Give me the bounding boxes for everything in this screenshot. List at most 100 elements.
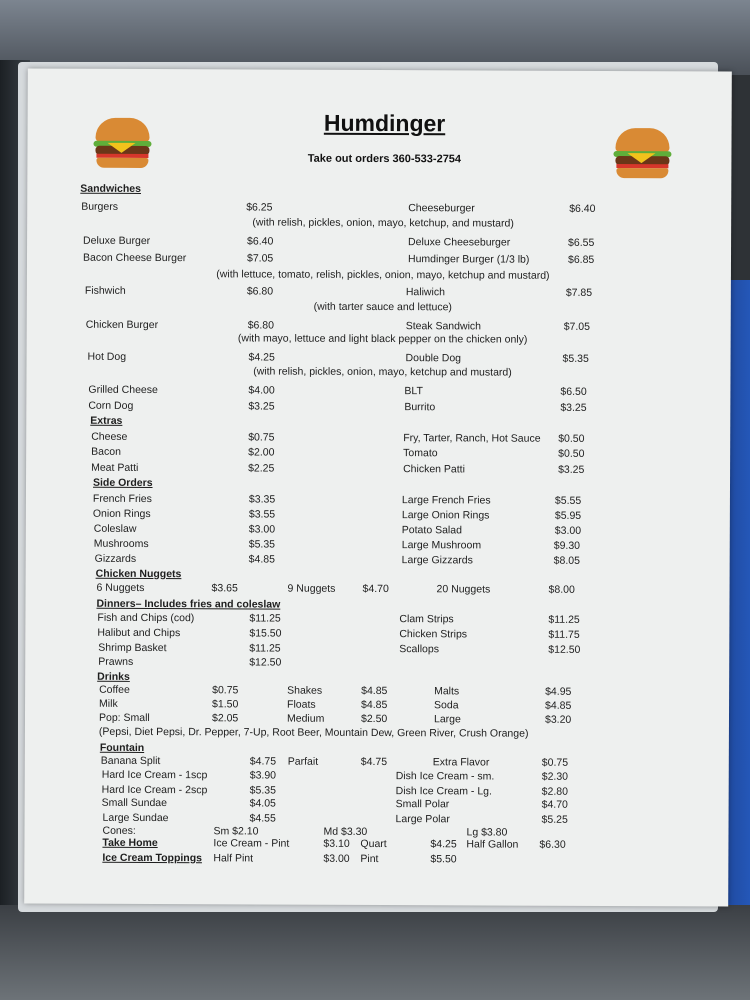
- item-name: Cheese: [91, 430, 128, 443]
- item-price: $6.55: [568, 236, 595, 249]
- item-price: $3.25: [560, 401, 587, 414]
- item-name: Burrito: [404, 401, 436, 414]
- item-price: $4.85: [545, 699, 572, 712]
- item-price: $2.30: [541, 770, 569, 783]
- item-name: Deluxe Cheeseburger: [408, 236, 511, 249]
- item-name: Chicken Strips: [399, 628, 468, 641]
- item-price: $2.00: [248, 446, 275, 459]
- item-name: Medium: [286, 712, 325, 725]
- item-price: $6.40: [569, 202, 596, 215]
- item-name: Ice Cream - Pint: [213, 837, 290, 850]
- item-name: Sm $2.10: [213, 825, 259, 838]
- item-price: $7.85: [565, 286, 593, 299]
- item-name: Grilled Cheese: [88, 383, 158, 397]
- item-price: $0.50: [558, 447, 585, 460]
- item-price: $4.85: [361, 698, 388, 712]
- item-name: Lg $3.80: [466, 826, 508, 839]
- item-name: Deluxe Burger: [83, 234, 151, 248]
- item-price: $3.00: [554, 524, 582, 537]
- item-name: Mushrooms: [93, 537, 149, 550]
- item-price: $3.25: [248, 400, 275, 413]
- item-name: Hard Ice Cream - 1scp: [101, 768, 208, 782]
- item-price: $4.25: [430, 838, 457, 851]
- item-note: (with relish, pickles, onion, mayo, ketc…: [252, 216, 514, 230]
- item-name: Large Sundae: [102, 811, 169, 825]
- item-price: $12.50: [548, 643, 581, 656]
- item-name: Hot Dog: [87, 350, 127, 363]
- item-name: Burgers: [81, 200, 119, 213]
- phone-number: Take out orders 360-533-2754: [307, 152, 462, 166]
- item-price: $3.65: [211, 582, 238, 595]
- item-name: Dish Ice Cream - Lg.: [395, 785, 492, 798]
- item-name: Extra Flavor: [432, 756, 490, 769]
- item-name: Shrimp Basket: [98, 641, 167, 655]
- item-price: $5.35: [249, 784, 276, 797]
- item-name: Cones:: [102, 824, 136, 837]
- item-price: $3.90: [249, 769, 277, 782]
- section-heading: Sandwiches: [80, 182, 142, 195]
- item-name: Chicken Patti: [403, 463, 465, 476]
- item-price: $4.25: [248, 351, 275, 364]
- item-name: Milk: [99, 697, 118, 710]
- item-price: $4.85: [248, 553, 275, 566]
- item-name: Steak Sandwich: [405, 320, 482, 333]
- item-price: $11.25: [249, 612, 281, 625]
- item-name: Cheeseburger: [408, 202, 475, 215]
- item-price: $4.70: [362, 582, 389, 596]
- burger-icon: [613, 124, 672, 182]
- item-price: $2.80: [541, 785, 568, 798]
- item-note: (with tarter sauce and lettuce): [313, 300, 452, 314]
- item-price: $5.50: [430, 853, 457, 866]
- item-price: $2.50: [360, 712, 388, 726]
- item-price: $9.30: [553, 539, 581, 552]
- item-price: $5.25: [541, 813, 568, 826]
- item-price: $2.05: [211, 712, 239, 725]
- item-price: $3.35: [248, 493, 276, 506]
- section-heading: Dinners– Includes fries and coleslaw: [96, 597, 281, 611]
- item-name: Parfait: [287, 755, 319, 768]
- item-note: (Pepsi, Diet Pepsi, Dr. Pepper, 7-Up, Ro…: [98, 725, 529, 740]
- item-price: $11.25: [548, 613, 580, 626]
- item-price: $3.00: [323, 852, 350, 865]
- item-name: Large Onion Rings: [401, 509, 490, 522]
- item-price: $3.25: [558, 463, 585, 476]
- item-name: Chicken Burger: [85, 318, 159, 332]
- section-heading: Chicken Nuggets: [95, 567, 182, 581]
- item-name: Pop: Small: [98, 711, 150, 725]
- item-price: $3.00: [248, 523, 276, 536]
- item-name: French Fries: [92, 492, 152, 506]
- item-price: $0.75: [248, 431, 275, 444]
- item-name: Meat Patti: [91, 461, 139, 474]
- menu-title: Humdinger: [323, 109, 446, 137]
- burger-icon: [93, 114, 152, 172]
- item-price: $6.80: [246, 285, 274, 298]
- item-price: $0.75: [541, 756, 569, 769]
- item-name: Large Polar: [395, 813, 450, 826]
- item-price: $0.50: [558, 432, 585, 445]
- item-name: Large: [433, 713, 461, 726]
- item-price: $5.95: [554, 509, 582, 522]
- item-note: (with mayo, lettuce and light black pepp…: [237, 332, 528, 346]
- window-frame-bottom: [0, 905, 750, 1000]
- item-name: Haliwich: [405, 286, 445, 299]
- item-name: Pint: [360, 852, 379, 866]
- item-name: Humdinger Burger (1/3 lb): [407, 253, 530, 266]
- item-price: $6.40: [247, 235, 274, 248]
- item-name: Corn Dog: [88, 399, 134, 412]
- item-name: Banana Split: [100, 754, 161, 768]
- item-name: Soda: [434, 699, 459, 712]
- item-price: $6.30: [539, 838, 566, 851]
- item-name: Onion Rings: [92, 507, 151, 521]
- item-name: Gizzards: [94, 552, 137, 565]
- item-name: Fish and Chips (cod): [97, 611, 195, 625]
- item-price: $4.85: [361, 684, 388, 698]
- item-name: Prawns: [98, 655, 134, 668]
- item-name: Bacon Cheese Burger: [82, 251, 187, 265]
- item-name: Large Gizzards: [401, 554, 473, 567]
- item-name: Ice Cream Toppings: [102, 851, 202, 865]
- section-heading: Drinks: [97, 670, 130, 683]
- item-price: $4.70: [541, 798, 568, 811]
- section-heading: Extras: [90, 414, 123, 427]
- item-price: $6.50: [560, 385, 587, 398]
- item-price: $8.05: [553, 554, 580, 567]
